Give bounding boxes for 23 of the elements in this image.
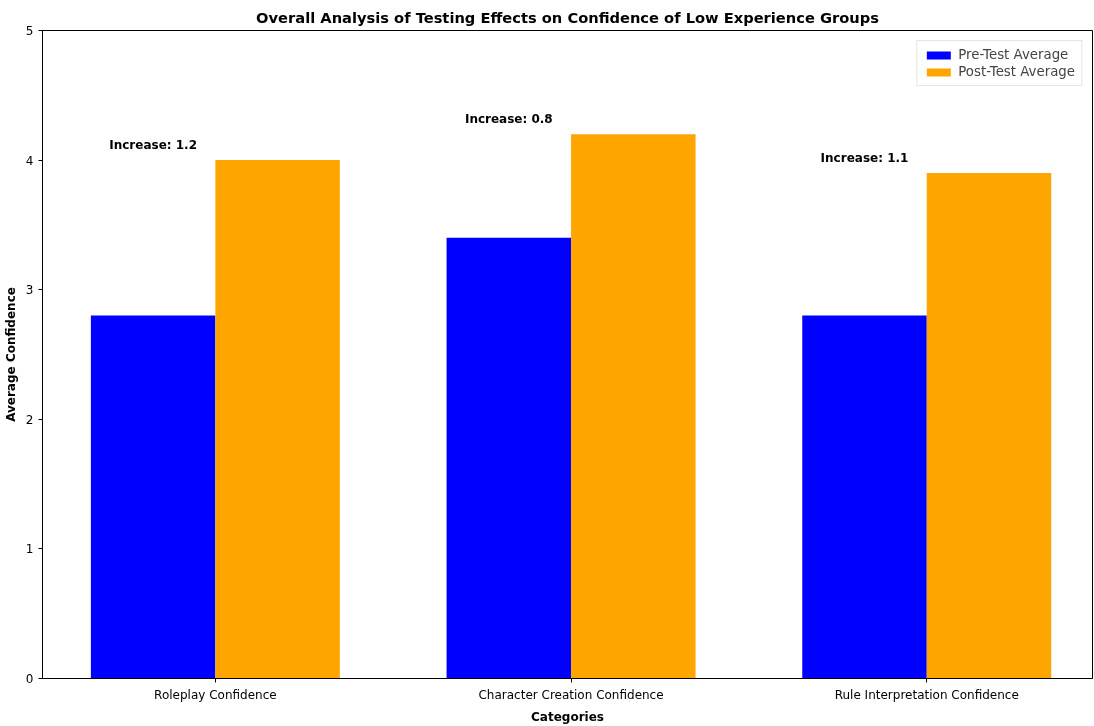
bar bbox=[571, 134, 696, 679]
x-axis-title: Categories bbox=[531, 709, 604, 724]
bar bbox=[215, 160, 340, 679]
legend-label: Post-Test Average bbox=[958, 64, 1075, 79]
x-tick-label: Character Creation Confidence bbox=[478, 687, 664, 702]
annotation: Increase: 0.8 bbox=[464, 112, 553, 127]
bar bbox=[90, 315, 216, 679]
y-tick-label: 4 bbox=[25, 153, 34, 168]
y-tick-label: 5 bbox=[25, 24, 34, 38]
x-tick-label: Rule Interpretation Confidence bbox=[834, 687, 1019, 702]
legend-label: Pre-Test Average bbox=[958, 47, 1069, 62]
x-tick-label: Roleplay Confidence bbox=[154, 687, 277, 702]
annotation: Increase: 1.2 bbox=[109, 138, 198, 153]
bar bbox=[802, 315, 927, 679]
y-tick-label: 1 bbox=[25, 542, 34, 557]
y-tick-label: 3 bbox=[25, 283, 34, 298]
chart-title: Overall Analysis of Testing Effects on Confidence of Low Experience Groups bbox=[256, 8, 880, 26]
bar bbox=[926, 173, 1052, 679]
bar bbox=[446, 237, 572, 679]
y-tick-label: 2 bbox=[25, 412, 34, 427]
annotation: Increase: 1.1 bbox=[820, 151, 909, 166]
y-axis-title: Average Confidence bbox=[3, 287, 18, 422]
y-tick-label: 0 bbox=[25, 672, 34, 686]
